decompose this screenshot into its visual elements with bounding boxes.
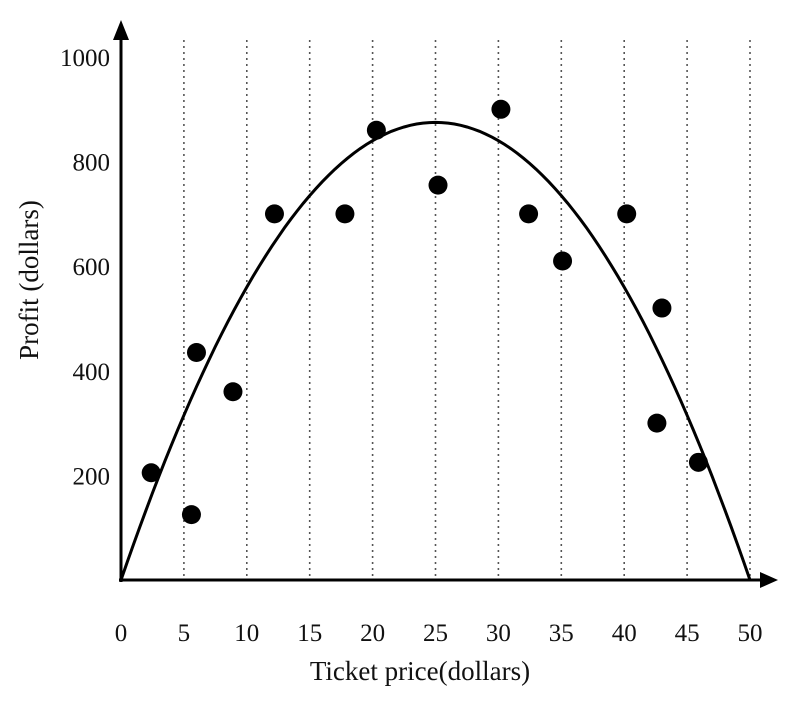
x-tick-label-25: 25 — [423, 620, 448, 647]
y-tick-label-400: 400 — [73, 359, 111, 386]
x-axis-label: Ticket price(dollars) — [310, 656, 530, 686]
data-point-13 — [652, 298, 672, 318]
x-tick-label-10: 10 — [234, 620, 259, 647]
x-tick-label-30: 30 — [486, 620, 511, 647]
data-point-9 — [519, 204, 539, 224]
data-point-1 — [181, 505, 201, 525]
data-point-8 — [491, 99, 511, 119]
y-axis-label: Profit (dollars) — [14, 200, 44, 360]
data-point-14 — [688, 452, 708, 472]
x-tick-label-45: 45 — [675, 620, 700, 647]
y-tick-label-800: 800 — [73, 150, 111, 177]
x-tick-label-0: 0 — [115, 620, 128, 647]
x-tick-label-40: 40 — [612, 620, 637, 647]
data-point-7 — [428, 175, 448, 195]
x-axis-arrow — [760, 572, 778, 588]
data-point-11 — [617, 204, 637, 224]
y-axis-arrow — [113, 20, 129, 40]
x-tick-label-35: 35 — [549, 620, 574, 647]
x-tick-label-5: 5 — [178, 620, 191, 647]
data-point-10 — [553, 251, 573, 271]
data-points — [141, 99, 708, 525]
axes — [113, 20, 778, 588]
fit-curve — [119, 120, 752, 581]
x-tick-label-15: 15 — [297, 620, 322, 647]
data-point-3 — [223, 382, 243, 402]
data-point-6 — [366, 120, 386, 140]
data-point-4 — [264, 204, 284, 224]
x-tick-label-50: 50 — [738, 620, 763, 647]
data-point-0 — [141, 463, 161, 483]
fit-curve-layer — [119, 120, 752, 581]
y-tick-label-600: 600 — [73, 254, 111, 281]
y-tick-label-200: 200 — [73, 463, 111, 490]
tick-labels: 0 5 10 15 20 25 30 35 40 45 50 200 400 600 800 1000 — [60, 45, 763, 647]
y-tick-label-1000: 1000 — [60, 45, 110, 72]
x-tick-label-20: 20 — [360, 620, 385, 647]
data-point-12 — [647, 413, 667, 433]
data-point-2 — [186, 342, 206, 362]
data-point-5 — [335, 204, 355, 224]
